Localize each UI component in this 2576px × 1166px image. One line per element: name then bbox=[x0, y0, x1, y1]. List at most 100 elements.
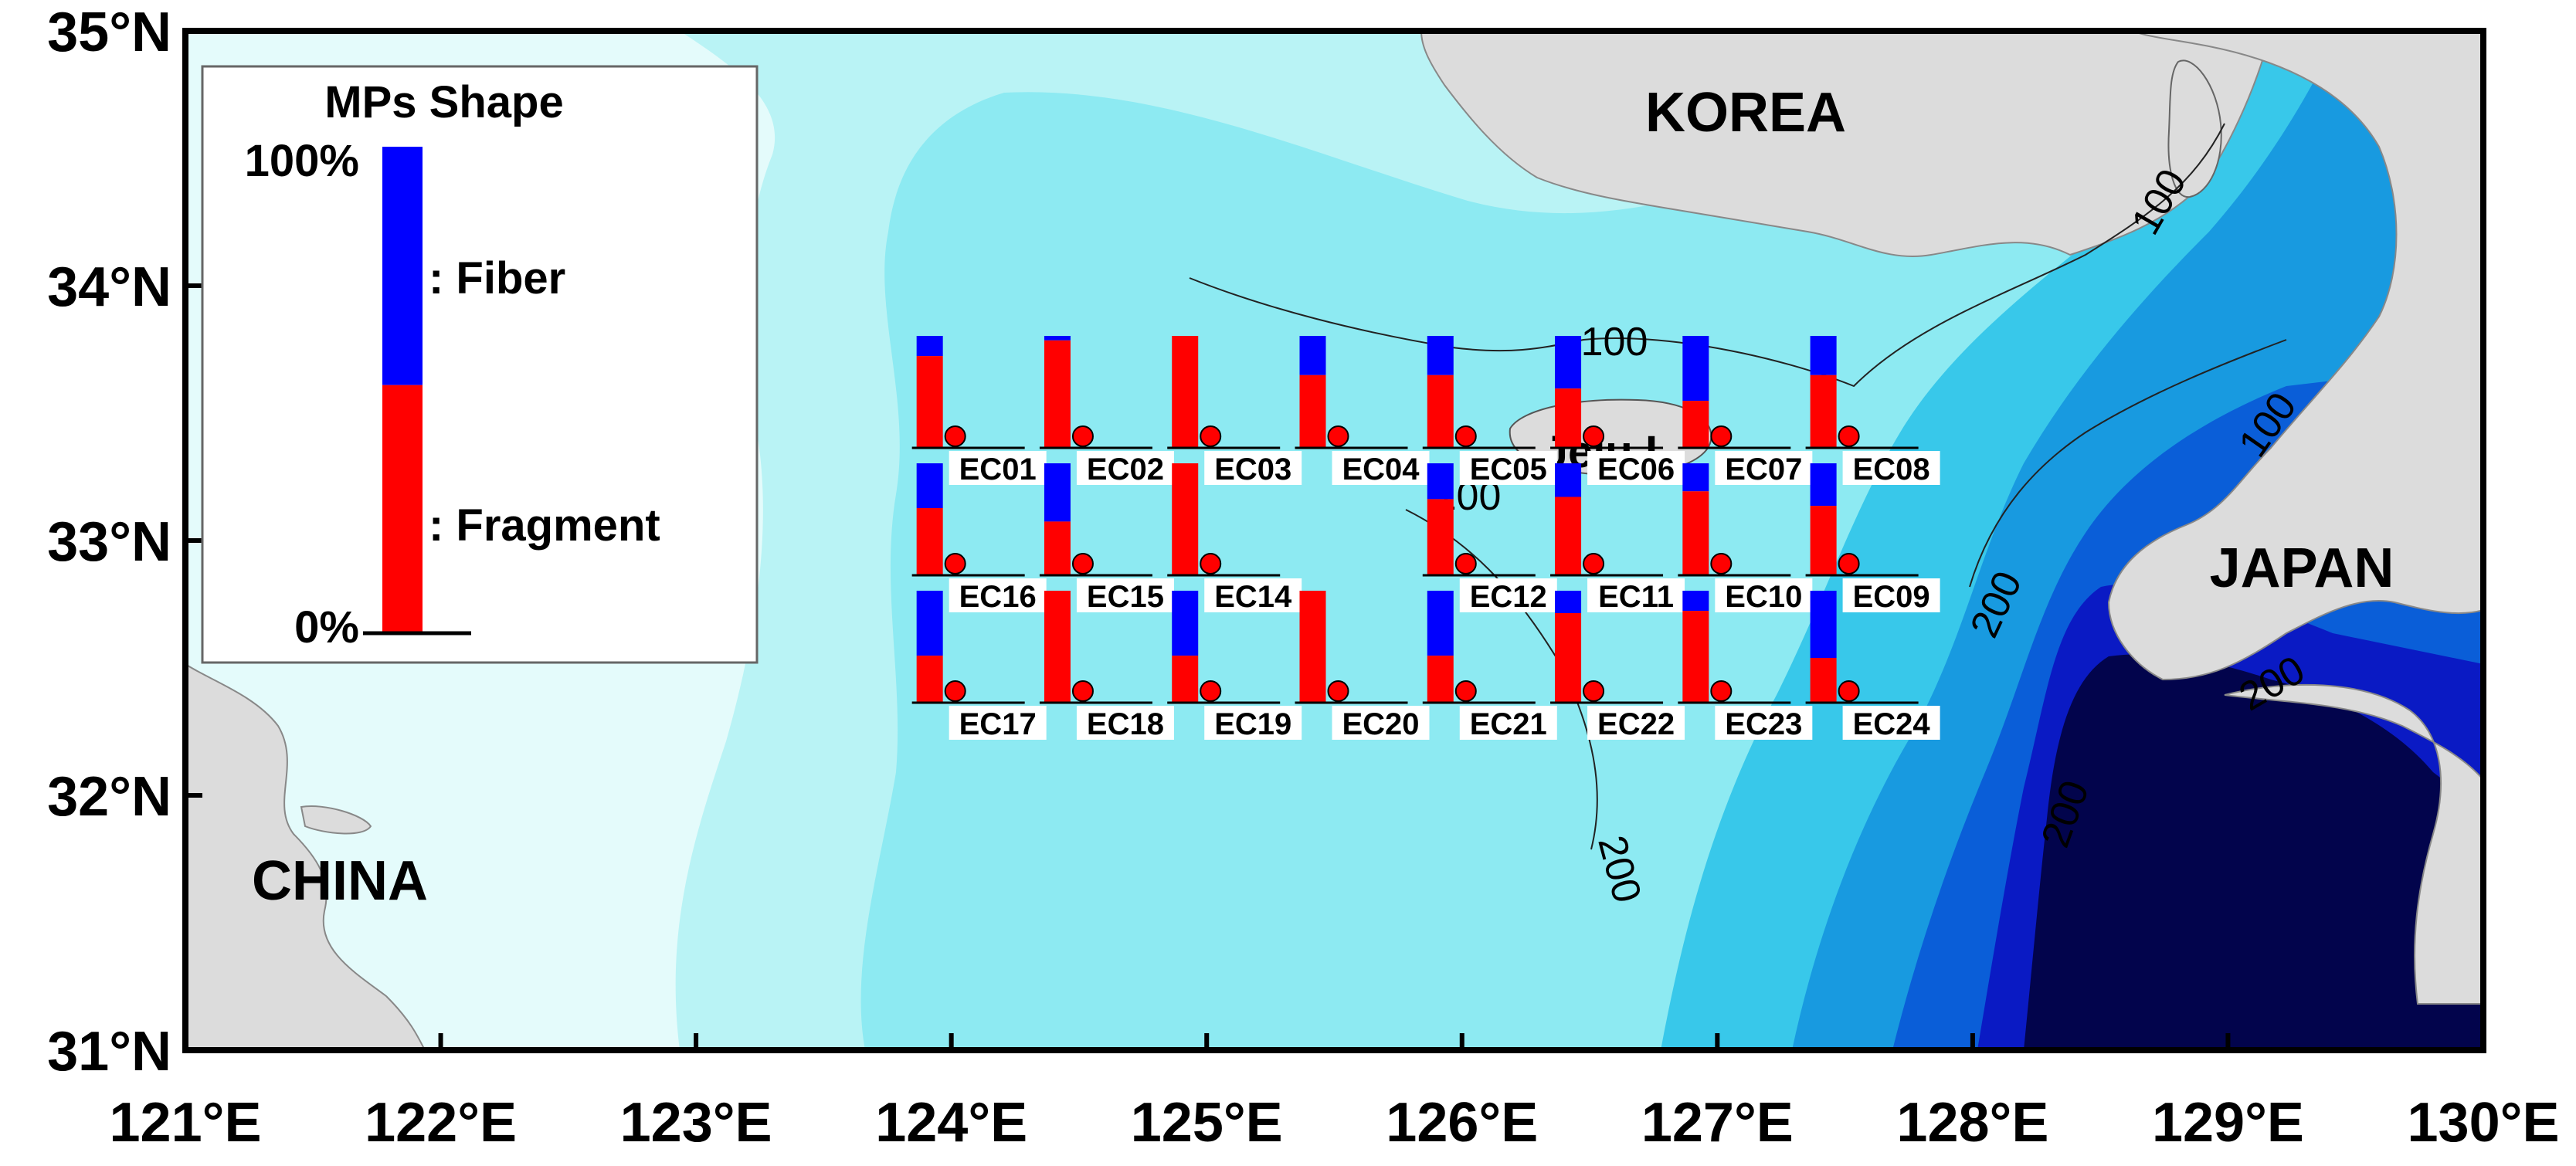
station-label: EC01 bbox=[959, 453, 1037, 486]
x-tick-label: 124°E bbox=[875, 1092, 1027, 1154]
legend-bottom-label: 0% bbox=[294, 602, 359, 652]
y-tick-label: 33°N bbox=[47, 511, 171, 573]
station-dot bbox=[1200, 553, 1222, 575]
station-fragment-bar bbox=[916, 508, 943, 575]
station-label-bg bbox=[1204, 451, 1302, 485]
station-dot bbox=[1454, 680, 1477, 702]
station-fiber-bar bbox=[1044, 463, 1071, 522]
station-label-bg bbox=[1459, 578, 1557, 612]
station-dot bbox=[1710, 680, 1733, 702]
station-ec08: EC08 bbox=[1805, 336, 1940, 486]
station-label-bg bbox=[1715, 451, 1813, 485]
station-label: EC10 bbox=[1725, 580, 1802, 614]
station-ec12: EC12 bbox=[1422, 463, 1557, 614]
station-ec21: EC21 bbox=[1422, 591, 1557, 741]
label-japan: JAPAN bbox=[2210, 537, 2394, 599]
station-fiber-bar bbox=[1682, 336, 1709, 402]
station-label: EC02 bbox=[1087, 453, 1164, 486]
legend-title: MPs Shape bbox=[324, 77, 563, 127]
station-dot bbox=[1071, 553, 1094, 575]
station-label: EC18 bbox=[1087, 707, 1164, 741]
station-fragment-bar bbox=[1555, 497, 1582, 575]
station-fiber-bar bbox=[1810, 463, 1837, 507]
station-dot bbox=[1200, 680, 1222, 702]
station-dot bbox=[1710, 553, 1733, 575]
station-label-bg bbox=[1076, 451, 1174, 485]
station-ec22: EC22 bbox=[1550, 591, 1685, 741]
station-dot bbox=[1583, 680, 1605, 702]
station-fiber-bar bbox=[1555, 336, 1582, 389]
station-fragment-bar bbox=[1682, 491, 1709, 575]
ocean-abyss bbox=[2024, 654, 2483, 1050]
station-ec03: EC03 bbox=[1167, 336, 1302, 486]
station-markers: EC01 EC02 EC03 EC04 EC05 EC06 EC07 EC08 EC16 EC15… bbox=[911, 336, 1940, 741]
station-ec02: EC02 bbox=[1039, 336, 1174, 486]
station-label-bg bbox=[1842, 578, 1940, 612]
station-fragment-bar bbox=[1682, 611, 1709, 703]
station-fragment-bar bbox=[1044, 591, 1071, 703]
station-fragment-bar bbox=[1299, 591, 1326, 703]
legend-fragment-bar bbox=[382, 385, 423, 633]
station-label: EC06 bbox=[1597, 453, 1675, 486]
station-fragment-bar bbox=[1810, 658, 1837, 703]
station-label: EC20 bbox=[1342, 707, 1419, 741]
station-fragment-bar bbox=[1427, 656, 1454, 703]
station-dot bbox=[1583, 553, 1605, 575]
station-fragment-bar bbox=[916, 656, 943, 703]
station-label-bg bbox=[1204, 706, 1302, 740]
station-fragment-bar bbox=[1172, 463, 1199, 575]
station-ec14: EC14 bbox=[1167, 463, 1302, 614]
station-label-bg bbox=[1715, 706, 1813, 740]
y-tick-label: 31°N bbox=[47, 1021, 171, 1083]
station-fiber-bar bbox=[1427, 463, 1454, 500]
contour-200 bbox=[1969, 339, 2287, 588]
station-dot bbox=[1071, 680, 1094, 702]
station-dot bbox=[944, 680, 966, 702]
land-china bbox=[185, 663, 426, 1050]
station-label: EC23 bbox=[1725, 707, 1802, 741]
station-label: EC19 bbox=[1214, 707, 1291, 741]
y-tick-label: 32°N bbox=[47, 766, 171, 828]
station-label-bg bbox=[1076, 578, 1174, 612]
legend-box bbox=[201, 65, 759, 664]
station-fragment-bar bbox=[1044, 340, 1071, 448]
station-label: EC17 bbox=[959, 707, 1037, 741]
station-label: EC24 bbox=[1853, 707, 1931, 741]
station-dot bbox=[1200, 425, 1222, 447]
station-fiber-bar bbox=[1427, 591, 1454, 656]
station-ec05: EC05 bbox=[1422, 336, 1557, 486]
station-fragment-bar bbox=[1427, 375, 1454, 448]
station-ec19: EC19 bbox=[1167, 591, 1302, 741]
station-fiber-bar bbox=[1299, 336, 1326, 375]
legend-top-label: 100% bbox=[245, 136, 359, 186]
station-ec06: EC06 bbox=[1550, 336, 1685, 486]
station-label: EC16 bbox=[959, 580, 1037, 614]
axes: 121°E 122°E 123°E 124°E 125°E 126°E 127°E 128°E… bbox=[47, 2, 2559, 1154]
station-ec10: EC10 bbox=[1678, 463, 1813, 614]
station-label-bg bbox=[1459, 706, 1557, 740]
station-ec24: EC24 bbox=[1805, 591, 1940, 741]
land-korea bbox=[1420, 31, 2272, 258]
station-label-bg bbox=[949, 578, 1047, 612]
station-label-bg bbox=[1842, 706, 1940, 740]
station-dot bbox=[1454, 553, 1477, 575]
station-ec17: EC17 bbox=[911, 591, 1047, 741]
station-fragment-bar bbox=[1810, 375, 1837, 448]
station-fiber-bar bbox=[1682, 591, 1709, 612]
station-fragment-bar bbox=[1810, 506, 1837, 575]
station-ec23: EC23 bbox=[1678, 591, 1813, 741]
station-ec18: EC18 bbox=[1039, 591, 1174, 741]
station-dot bbox=[1583, 425, 1605, 447]
station-label: EC22 bbox=[1597, 707, 1675, 741]
station-fiber-bar bbox=[1682, 463, 1709, 492]
station-label: EC14 bbox=[1214, 580, 1292, 614]
station-label-bg bbox=[1332, 451, 1430, 485]
station-ec16: EC16 bbox=[911, 463, 1047, 614]
station-fragment-bar bbox=[1172, 336, 1199, 448]
station-fiber-bar bbox=[916, 591, 943, 656]
station-fragment-bar bbox=[1299, 375, 1326, 448]
station-label-bg bbox=[1332, 706, 1430, 740]
station-dot bbox=[1710, 425, 1733, 447]
legend-fiber-label: : Fiber bbox=[429, 253, 565, 303]
